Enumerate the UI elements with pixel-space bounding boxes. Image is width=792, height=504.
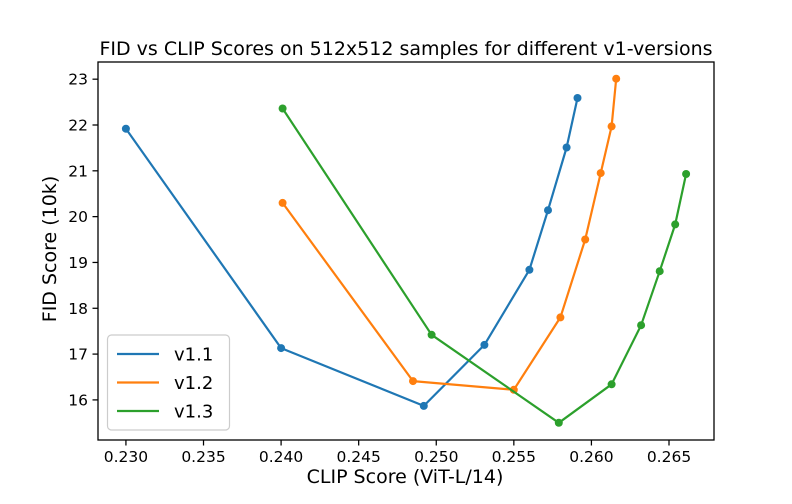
- y-tick-label: 23: [68, 71, 88, 89]
- data-point-v1.3: [637, 321, 646, 330]
- y-tick-label: 22: [68, 117, 88, 135]
- series-v1.3: [278, 104, 691, 427]
- legend-box: [106, 334, 231, 431]
- data-point-v1.1: [525, 265, 534, 274]
- x-tick-label: 0.265: [647, 448, 691, 466]
- data-point-v1.1: [573, 94, 582, 102]
- data-point-v1.2: [556, 313, 565, 322]
- data-point-v1.3: [278, 104, 287, 113]
- x-tick-label: 0.245: [336, 448, 380, 466]
- series-line-v1.3: [281, 107, 688, 424]
- x-tick-label: 0.230: [104, 448, 148, 466]
- x-tick-label: 0.240: [259, 448, 303, 466]
- data-point-v1.1: [419, 401, 428, 410]
- series-group: [121, 74, 691, 427]
- legend-label-v1.2: v1.2: [174, 373, 213, 394]
- x-tick-label: 0.235: [181, 448, 225, 466]
- series-v1.2: [278, 74, 621, 394]
- data-point-v1.1: [480, 340, 489, 349]
- y-tick-label: 19: [68, 254, 88, 272]
- x-tick-label: 0.260: [569, 448, 613, 466]
- legend-label-v1.1: v1.1: [174, 345, 213, 366]
- data-point-v1.1: [544, 206, 552, 215]
- y-tick-label: 20: [68, 208, 88, 226]
- data-point-v1.1: [562, 143, 571, 152]
- y-tick-label: 16: [68, 391, 88, 409]
- data-point-v1.3: [427, 330, 436, 339]
- series-line-v1.1: [124, 96, 579, 407]
- plot-area-border: [97, 61, 715, 441]
- x-axis-ticks: 0.230 0.235 0.240 0.245 0.250 0.255 0.260 0.265: [104, 440, 691, 466]
- legend: v1.1 v1.2 v1.3: [106, 334, 231, 431]
- chart-title: FID vs CLIP Scores on 512x512 samples fo…: [99, 38, 712, 60]
- y-tick-label: 18: [68, 300, 88, 318]
- legend-label-v1.3: v1.3: [174, 402, 213, 423]
- x-tick-label: 0.250: [414, 448, 458, 466]
- data-point-v1.2: [612, 74, 621, 83]
- y-tick-label: 21: [68, 162, 88, 180]
- series-v1.1: [121, 94, 582, 410]
- data-point-v1.3: [655, 267, 664, 276]
- y-tick-label: 17: [68, 346, 88, 364]
- x-tick-label: 0.255: [492, 448, 536, 466]
- data-point-v1.2: [409, 377, 417, 386]
- data-point-v1.1: [277, 344, 286, 353]
- data-point-v1.2: [596, 169, 605, 178]
- data-point-v1.3: [554, 418, 563, 427]
- data-point-v1.3: [682, 170, 691, 178]
- data-point-v1.2: [581, 235, 590, 244]
- series-line-v1.2: [281, 77, 618, 391]
- data-point-v1.3: [671, 220, 680, 229]
- data-point-v1.1: [121, 124, 130, 133]
- data-point-v1.3: [607, 380, 616, 389]
- y-axis-label: FID Score (10k): [39, 176, 61, 322]
- y-axis-ticks: 16 17 18 19 20 21 22 23: [68, 71, 98, 409]
- data-point-v1.2: [278, 198, 287, 207]
- data-point-v1.2: [607, 122, 616, 131]
- x-axis-label: CLIP Score (ViT-L/14): [307, 466, 504, 488]
